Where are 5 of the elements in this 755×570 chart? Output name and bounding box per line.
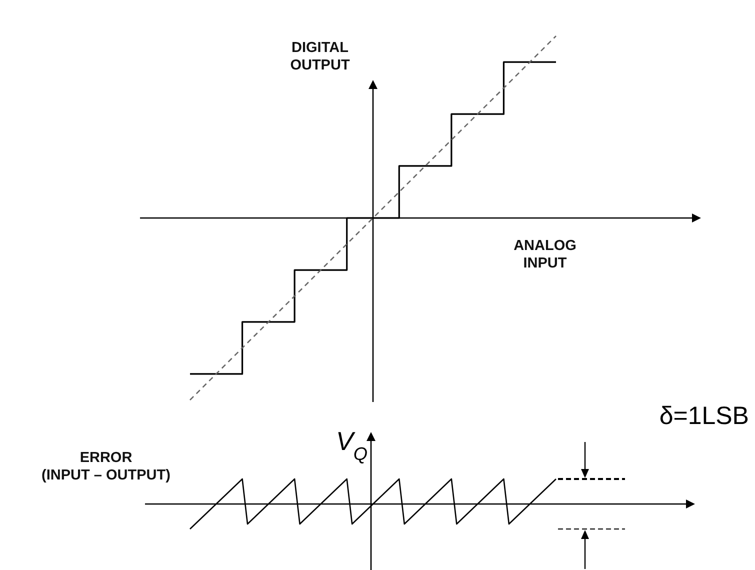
text: δ=1LSB — [659, 402, 749, 430]
text: ERROR (INPUT – OUTPUT) — [42, 450, 171, 484]
x-axis-title: ANALOG INPUT — [514, 238, 576, 272]
y-axis-title: DIGITAL OUTPUT — [290, 40, 350, 74]
y-axis-title: V$_{Q}$ — [336, 426, 368, 464]
